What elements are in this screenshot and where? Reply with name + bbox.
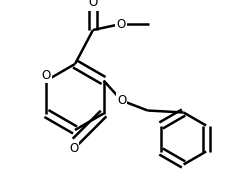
Text: O: O bbox=[88, 0, 98, 10]
Text: O: O bbox=[116, 17, 126, 30]
Text: O: O bbox=[42, 69, 51, 82]
Text: O: O bbox=[69, 142, 78, 155]
Text: O: O bbox=[117, 94, 126, 107]
